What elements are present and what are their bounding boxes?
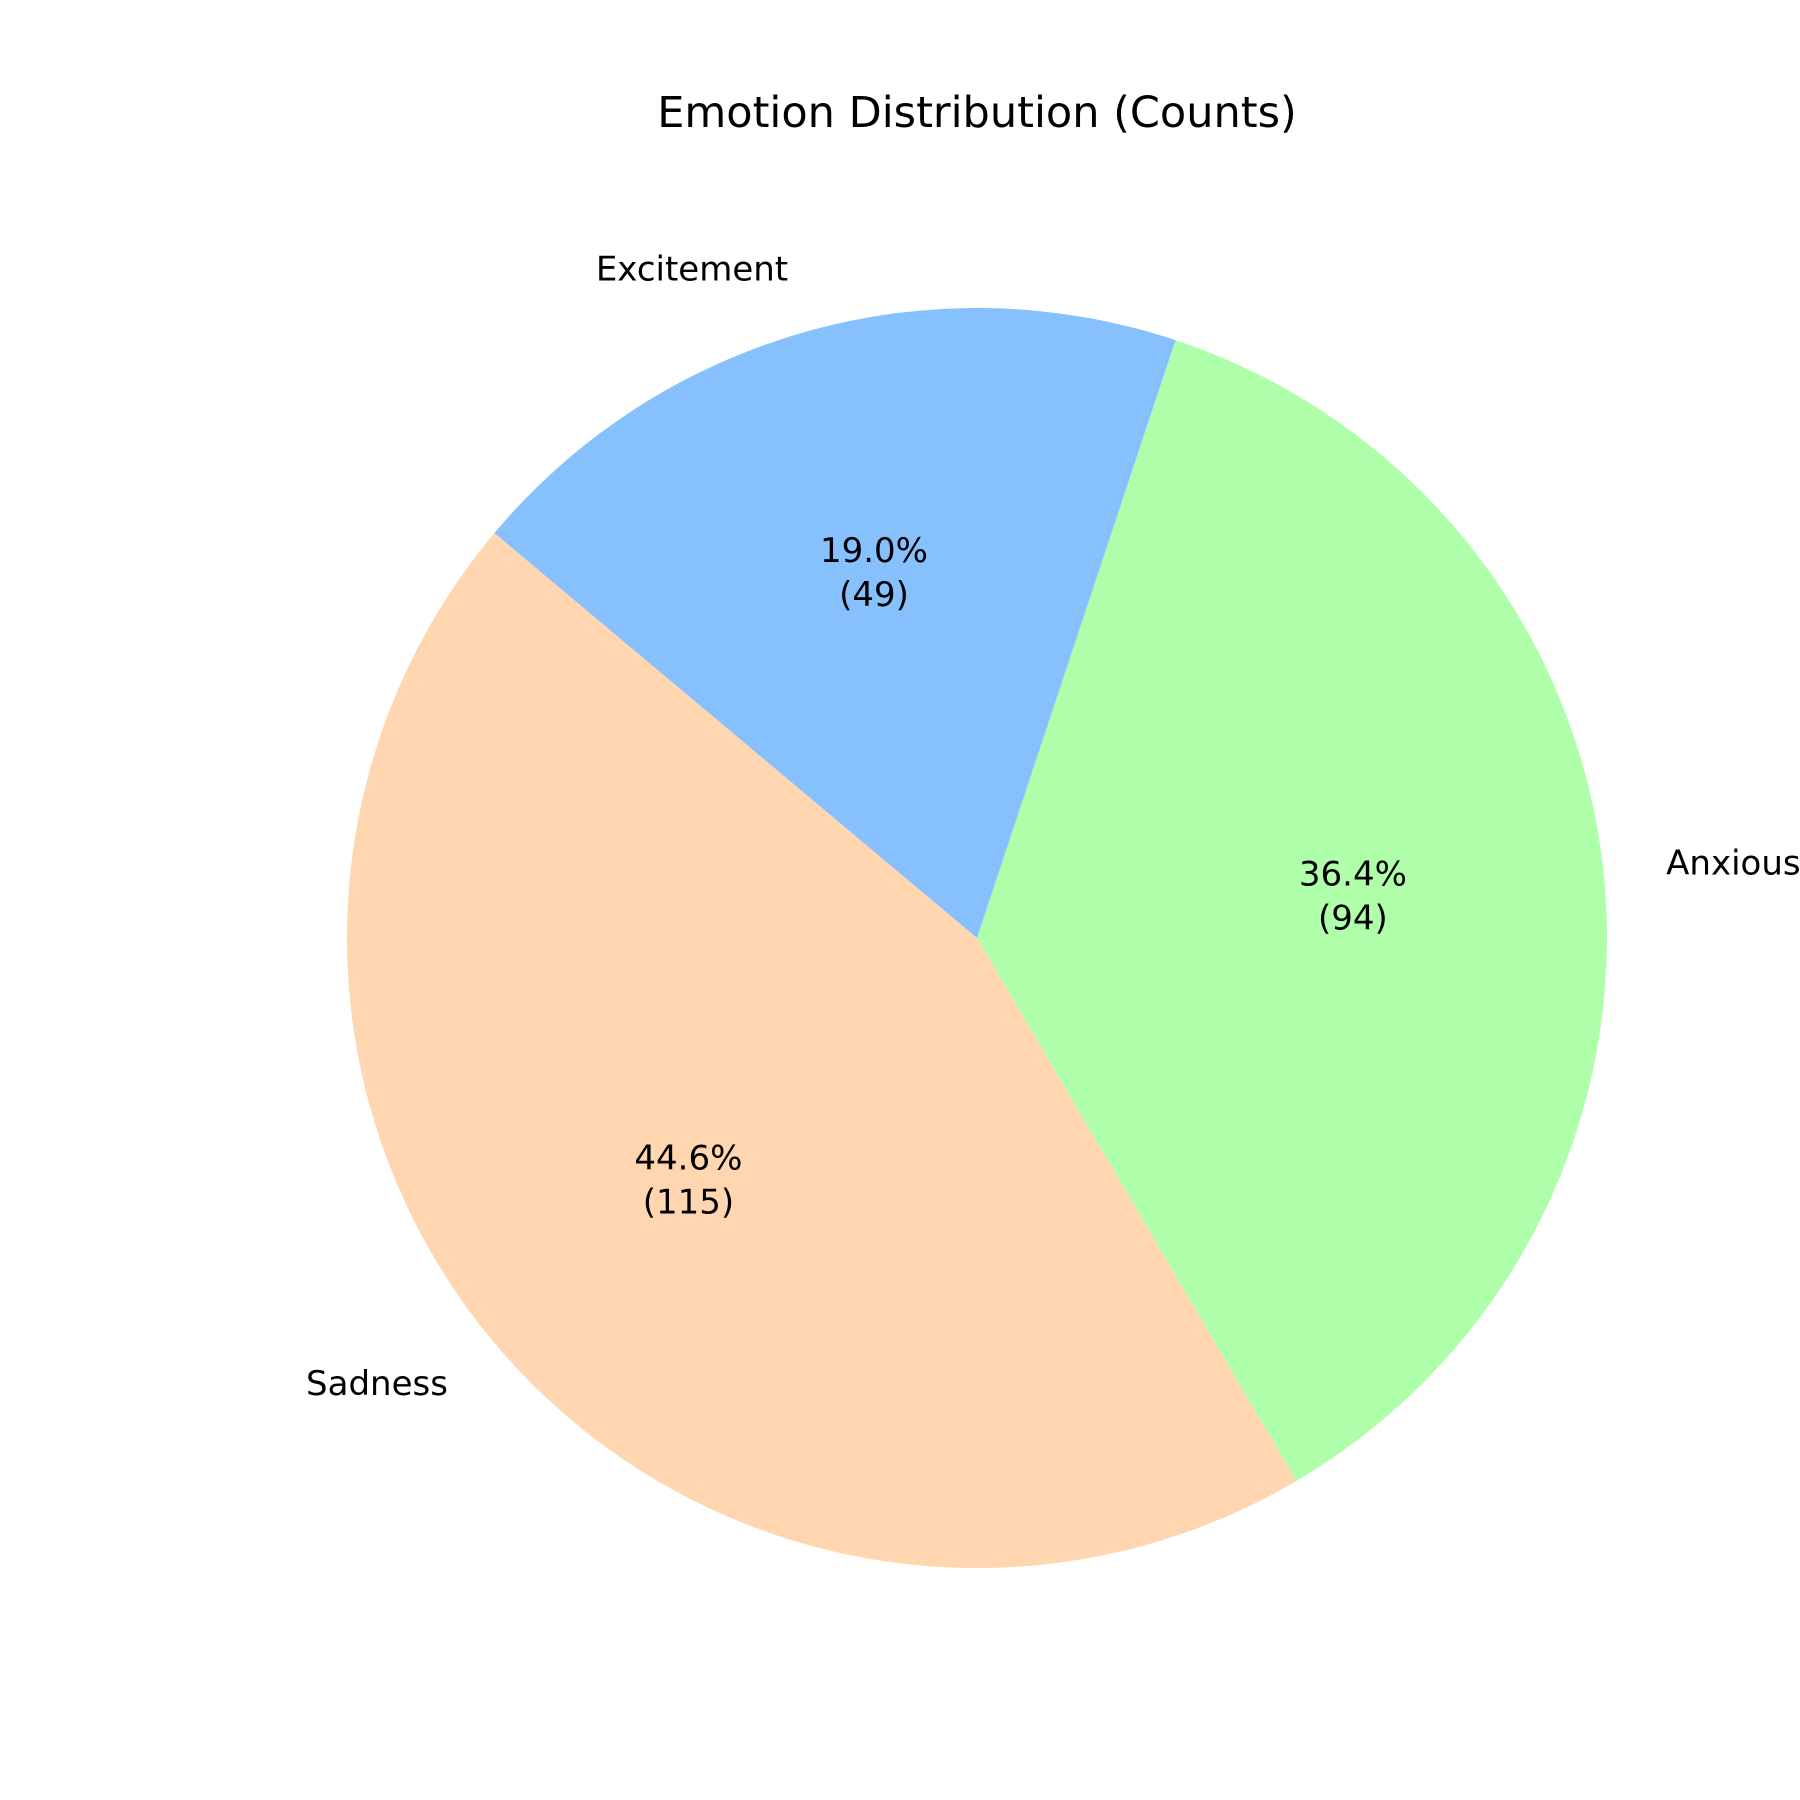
slice-percent-sadness: 44.6%: [634, 1139, 742, 1179]
chart-title: Emotion Distribution (Counts): [657, 88, 1297, 138]
pie-slice-excitement: [494, 307, 1176, 938]
slice-count-sadness: (115): [643, 1183, 734, 1223]
slice-label-excitement: Excitement: [596, 250, 788, 290]
slice-count-excitement: (49): [839, 575, 909, 615]
slice-percent-anxious: 36.4%: [1299, 855, 1407, 895]
pie-labels: Sadness 44.6%(115) Anxious 36.4%(94) Excitem…: [306, 250, 1800, 1404]
slice-label-sadness: Sadness: [306, 1364, 448, 1404]
pie-slice-sadness: [347, 533, 1297, 1568]
slice-percent-excitement: 19.0%: [820, 531, 928, 571]
slice-label-anxious: Anxious: [1666, 844, 1800, 884]
slice-count-anxious: (94): [1318, 899, 1388, 939]
pie-slices: [347, 307, 1607, 1568]
pie-slice-anxious: [977, 340, 1607, 1482]
